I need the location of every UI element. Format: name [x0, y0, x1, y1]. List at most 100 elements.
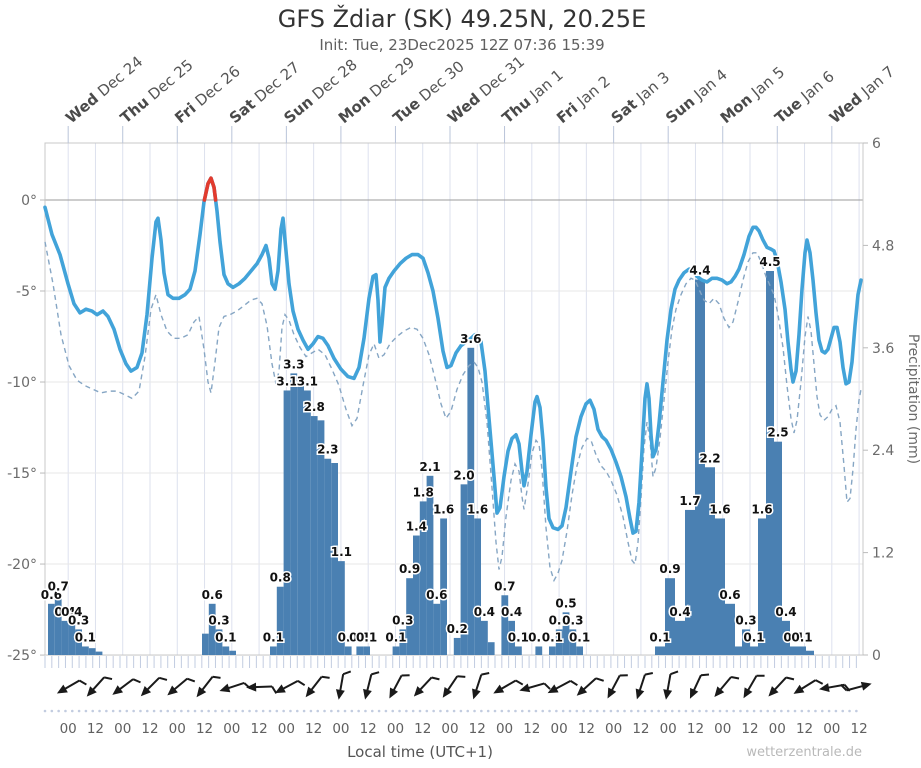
precip-bar — [426, 475, 434, 655]
time-dot — [227, 709, 231, 713]
bar-value-label: 0.6 — [41, 588, 62, 602]
temp-tick-label: 0° — [21, 193, 37, 209]
time-dot — [50, 709, 54, 713]
time-dot — [84, 709, 88, 713]
precip-bar — [297, 381, 304, 655]
precip-bar — [725, 603, 735, 655]
precip-bar — [317, 420, 325, 655]
precip-bar — [324, 458, 332, 655]
time-dot — [105, 709, 108, 713]
wind-barb-head — [442, 686, 453, 698]
time-dot — [418, 709, 422, 713]
bar-value-label: 1.6 — [709, 502, 730, 516]
bar-value-label: 0.9 — [399, 562, 420, 576]
bar-value-label: 0.4 — [669, 605, 690, 619]
bar-value-label: 0.7 — [48, 579, 69, 593]
hour-label: 12 — [523, 721, 540, 737]
time-dot — [439, 709, 442, 713]
hour-label: 12 — [796, 721, 813, 737]
time-dot — [670, 709, 674, 713]
time-dot — [111, 709, 115, 713]
bar-value-label: 1.6 — [467, 502, 488, 516]
bar-value-label: 3.6 — [460, 332, 481, 346]
time-dot — [255, 709, 258, 713]
time-dot — [391, 709, 395, 713]
bar-value-label: 2.2 — [699, 451, 720, 465]
time-dot — [98, 709, 101, 713]
time-dot — [711, 709, 715, 713]
time-dot — [480, 709, 483, 713]
bar-value-label: 0.1 — [791, 630, 812, 644]
precip-bar — [790, 646, 798, 655]
hour-label: 00 — [114, 721, 131, 737]
time-dot — [384, 709, 388, 713]
wind-barb — [389, 674, 410, 699]
time-dot — [261, 709, 265, 713]
wind-barb — [493, 679, 524, 694]
precip-bar — [481, 620, 488, 655]
bar-value-label: 0.3 — [562, 613, 583, 627]
wind-barb-feather — [186, 677, 196, 683]
time-dot — [220, 709, 224, 713]
precip-bar — [344, 646, 352, 655]
wind-barb-head — [413, 686, 424, 697]
wind-barb-feather — [457, 675, 466, 678]
wind-barb — [56, 679, 87, 694]
precip-bar — [363, 646, 370, 655]
hour-label: 12 — [360, 721, 377, 737]
time-dot — [664, 709, 667, 713]
time-dot — [432, 709, 435, 713]
wind-barb-feather — [730, 676, 740, 680]
time-dot — [841, 709, 845, 713]
precip-bar — [685, 509, 695, 655]
precip-tick-label: 4.8 — [872, 238, 894, 254]
precip-bar — [440, 518, 447, 655]
bar-value-label: 4.4 — [689, 264, 710, 278]
wind-barb-feather — [431, 676, 440, 681]
wind-barb-feather — [670, 670, 679, 676]
time-dot — [698, 709, 701, 713]
bar-value-label: 3.3 — [283, 357, 304, 371]
precip-bar — [798, 646, 806, 655]
time-dot — [630, 709, 633, 713]
hour-label: 00 — [441, 721, 458, 737]
wind-barb — [607, 674, 628, 699]
precip-bar — [562, 612, 570, 655]
time-dot — [159, 709, 163, 713]
wind-barb — [840, 681, 872, 692]
wind-barb — [274, 680, 306, 694]
bar-value-label: 0.1 — [75, 630, 96, 644]
precip-bar — [82, 646, 89, 655]
bar-value-label: 2.5 — [767, 426, 788, 440]
time-dot — [336, 709, 340, 713]
time-dot — [152, 709, 156, 713]
time-dot — [466, 709, 470, 713]
temp-tick-label: -20° — [7, 557, 37, 573]
wind-barb-feather — [700, 673, 710, 677]
time-dot — [643, 709, 647, 713]
hour-label: 12 — [196, 721, 213, 737]
wind-barb-feather — [103, 676, 113, 681]
bar-value-label: 0.3 — [735, 613, 756, 627]
time-dot — [77, 709, 81, 713]
bar-value-label: 0.4 — [61, 605, 82, 619]
hour-label: 12 — [687, 721, 704, 737]
bar-value-label: 0.3 — [392, 613, 413, 627]
bar-value-label: 0.4 — [474, 605, 495, 619]
wind-barb — [86, 676, 113, 697]
time-dot — [705, 709, 708, 713]
hour-label: 00 — [551, 721, 568, 737]
time-dot — [70, 709, 74, 713]
time-dot — [752, 709, 756, 713]
time-dot — [623, 709, 626, 713]
bar-value-label: 0.3 — [208, 613, 229, 627]
wind-barb-feather — [401, 674, 410, 677]
hour-label: 12 — [851, 721, 868, 737]
bar-value-label: 0.1 — [385, 630, 406, 644]
time-dot — [214, 709, 217, 713]
wind-barb-head — [112, 685, 124, 695]
chart-title: GFS Ždiar (SK) 49.25N, 20.25E — [278, 4, 647, 33]
hour-label: 00 — [605, 721, 622, 737]
time-dot — [180, 709, 183, 713]
